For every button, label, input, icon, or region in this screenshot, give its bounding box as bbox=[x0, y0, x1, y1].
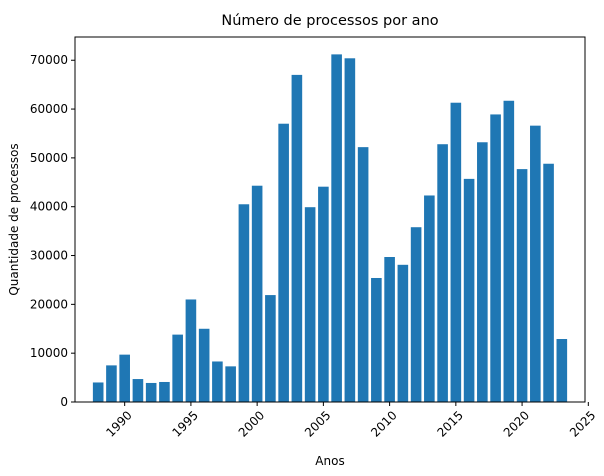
y-tick-label: 40000 bbox=[30, 200, 68, 214]
bar-1992 bbox=[145, 382, 157, 402]
bar-2006 bbox=[331, 54, 342, 402]
bar-2004 bbox=[304, 207, 316, 402]
x-tick-label: 2020 bbox=[501, 408, 532, 439]
y-axis-title: Quantidade de processos bbox=[7, 143, 21, 295]
bar-1995 bbox=[185, 299, 197, 402]
y-axis: 0 10000 20000 30000 40000 50000 60000 70000 bbox=[30, 53, 75, 409]
bar-1994 bbox=[172, 334, 183, 402]
x-tick-label: 1990 bbox=[103, 408, 134, 439]
y-tick-label: 70000 bbox=[30, 53, 68, 67]
bar-1991 bbox=[132, 379, 144, 402]
bar-1988 bbox=[92, 382, 104, 402]
plot-area bbox=[92, 54, 568, 403]
bar-2019 bbox=[503, 100, 515, 402]
bar-1990 bbox=[119, 354, 130, 402]
x-tick-label: 2010 bbox=[368, 408, 399, 439]
x-tick-label: 1995 bbox=[170, 408, 201, 439]
bar-1989 bbox=[106, 365, 117, 402]
y-tick-label: 10000 bbox=[30, 346, 68, 360]
x-axis: 1990 1995 2000 2005 2010 2015 2020 2025 bbox=[103, 402, 598, 440]
x-axis-title: Anos bbox=[315, 454, 344, 468]
bar-2011 bbox=[397, 264, 409, 402]
y-tick-label: 50000 bbox=[30, 151, 68, 165]
bar-2012 bbox=[410, 227, 422, 402]
bar-2017 bbox=[477, 142, 488, 402]
x-tick-label: 2025 bbox=[567, 408, 598, 439]
x-tick-label: 2000 bbox=[236, 408, 267, 439]
bar-2021 bbox=[530, 125, 541, 402]
bar-2009 bbox=[371, 277, 382, 402]
x-tick-label: 2005 bbox=[302, 408, 333, 439]
bar-1993 bbox=[159, 381, 170, 402]
bar-2023 bbox=[556, 339, 568, 402]
bar-1998 bbox=[225, 366, 236, 402]
chart-title: Número de processos por ano bbox=[221, 13, 438, 29]
bar-1999 bbox=[238, 204, 250, 402]
y-tick-label: 20000 bbox=[30, 297, 68, 311]
bar-1996 bbox=[198, 328, 210, 402]
bar-2013 bbox=[424, 195, 435, 402]
y-tick-label: 60000 bbox=[30, 102, 68, 116]
bar-2018 bbox=[490, 114, 501, 403]
bar-2016 bbox=[463, 178, 475, 402]
bar-2010 bbox=[384, 257, 395, 402]
bar-2022 bbox=[543, 163, 554, 402]
bar-2008 bbox=[357, 147, 369, 402]
bar-2020 bbox=[516, 169, 528, 402]
plot-frame bbox=[74, 36, 586, 403]
y-tick-label: 0 bbox=[60, 395, 68, 409]
bar-2007 bbox=[344, 58, 356, 402]
bar-2001 bbox=[265, 295, 276, 402]
y-tick-label: 30000 bbox=[30, 249, 68, 263]
bar-2003 bbox=[291, 74, 303, 402]
x-tick-label: 2015 bbox=[434, 408, 465, 439]
bar-2002 bbox=[278, 123, 289, 403]
bar-1997 bbox=[212, 361, 223, 402]
bar-2005 bbox=[318, 186, 329, 402]
bar-2014 bbox=[437, 144, 448, 402]
bar-2015 bbox=[450, 102, 462, 402]
bar-2000 bbox=[251, 185, 263, 402]
